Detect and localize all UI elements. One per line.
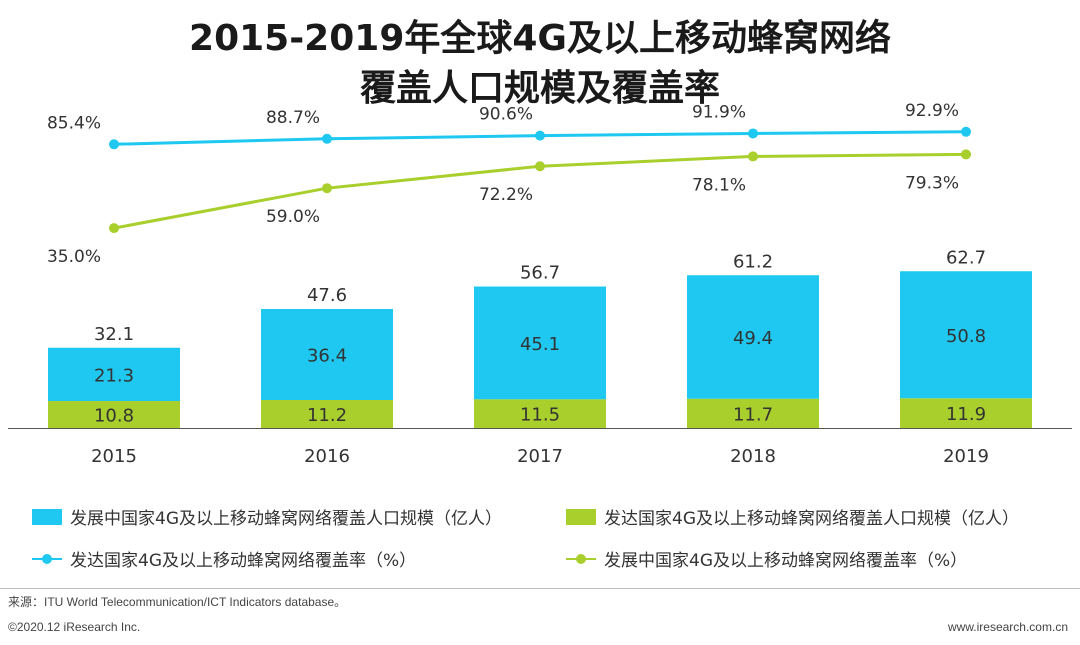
- legend-swatch-green-line: [566, 551, 596, 567]
- point-label-developing-coverage-2018: 78.1%: [692, 175, 746, 195]
- legend-label: 发展中国家4G及以上移动蜂窝网络覆盖率（%）: [604, 551, 968, 571]
- legend-label: 发达国家4G及以上移动蜂窝网络覆盖率（%）: [70, 551, 417, 571]
- bar-label-developed-2019: 11.9: [946, 404, 986, 425]
- point-developed-coverage-2016: [322, 133, 332, 144]
- x-tick-2015: 2015: [91, 446, 137, 467]
- point-developing-coverage-2015: [109, 223, 119, 234]
- bar-label-developed-2016: 11.2: [307, 405, 347, 426]
- bar-developed-2016: [261, 400, 393, 428]
- bar-label-developed-2018: 11.7: [733, 404, 773, 425]
- source-note: 来源：ITU World Telecommunication/ICT Indic…: [8, 595, 347, 609]
- legend-item-developing-coverage: 发展中国家4G及以上移动蜂窝网络覆盖率（%）: [566, 546, 967, 571]
- x-tick-2016: 2016: [304, 446, 350, 467]
- point-label-developed-coverage-2018: 91.9%: [692, 102, 746, 122]
- bar-developed-2017: [474, 399, 606, 428]
- bar-developing-2015: [48, 347, 180, 401]
- bar-developing-2019: [900, 271, 1032, 399]
- legend-item-developing-population: 发展中国家4G及以上移动蜂窝网络覆盖人口规模（亿人）: [32, 504, 502, 529]
- total-label-2016: 47.6: [307, 285, 347, 306]
- bar-developing-2018: [687, 275, 819, 399]
- point-developed-coverage-2015: [109, 139, 119, 150]
- point-developing-coverage-2016: [322, 183, 332, 194]
- point-label-developing-coverage-2015: 35.0%: [47, 247, 101, 267]
- legend-item-developed-coverage: 发达国家4G及以上移动蜂窝网络覆盖率（%）: [32, 546, 416, 571]
- bar-developed-2019: [900, 398, 1032, 428]
- point-developing-coverage-2017: [535, 161, 545, 172]
- bar-label-developed-2015: 10.8: [94, 406, 134, 427]
- x-tick-2017: 2017: [517, 446, 563, 467]
- legend-label: 发展中国家4G及以上移动蜂窝网络覆盖人口规模（亿人）: [70, 509, 502, 529]
- footer-divider: [0, 588, 1080, 589]
- point-label-developing-coverage-2016: 59.0%: [266, 207, 320, 227]
- point-developed-coverage-2017: [535, 130, 545, 141]
- x-tick-2018: 2018: [730, 446, 776, 467]
- legend-item-developed-population: 发达国家4G及以上移动蜂窝网络覆盖人口规模（亿人）: [566, 504, 1019, 529]
- bar-label-developing-2016: 36.4: [307, 346, 347, 367]
- bar-label-developing-2019: 50.8: [946, 326, 986, 347]
- bar-label-developing-2015: 21.3: [94, 365, 134, 386]
- point-label-developed-coverage-2019: 92.9%: [905, 101, 959, 121]
- total-label-2019: 62.7: [946, 247, 986, 268]
- point-developed-coverage-2019: [961, 126, 971, 137]
- point-label-developed-coverage-2015: 85.4%: [47, 113, 101, 133]
- point-label-developing-coverage-2017: 72.2%: [479, 185, 533, 205]
- point-label-developing-coverage-2019: 79.3%: [905, 173, 959, 193]
- total-label-2017: 56.7: [520, 263, 560, 284]
- point-label-developed-coverage-2016: 88.7%: [266, 108, 320, 128]
- website: www.iresearch.com.cn: [947, 620, 1068, 634]
- total-label-2018: 61.2: [733, 251, 773, 272]
- total-label-2015: 32.1: [94, 324, 134, 345]
- point-label-developed-coverage-2017: 90.6%: [479, 105, 533, 125]
- x-tick-2019: 2019: [943, 446, 989, 467]
- bar-label-developing-2018: 49.4: [733, 328, 773, 349]
- point-developing-coverage-2019: [961, 149, 971, 160]
- bar-developed-2018: [687, 398, 819, 428]
- point-developing-coverage-2018: [748, 151, 758, 162]
- chart-title-line2: 覆盖人口规模及覆盖率: [359, 68, 720, 109]
- point-developed-coverage-2018: [748, 128, 758, 139]
- bar-label-developed-2017: 11.5: [520, 405, 560, 426]
- legend-swatch-cyan-bar: [32, 508, 62, 525]
- bar-developed-2015: [48, 401, 180, 428]
- chart-title-line1: 2015-2019年全球4G及以上移动蜂窝网络: [189, 18, 891, 59]
- bar-developing-2017: [474, 286, 606, 400]
- copyright: ©2020.12 iResearch Inc.: [8, 620, 141, 634]
- legend-swatch-green-bar: [566, 508, 596, 525]
- legend-label: 发达国家4G及以上移动蜂窝网络覆盖人口规模（亿人）: [604, 509, 1019, 529]
- legend-swatch-cyan-line: [32, 551, 62, 567]
- bar-developing-2016: [261, 309, 393, 400]
- bar-label-developing-2017: 45.1: [520, 334, 560, 355]
